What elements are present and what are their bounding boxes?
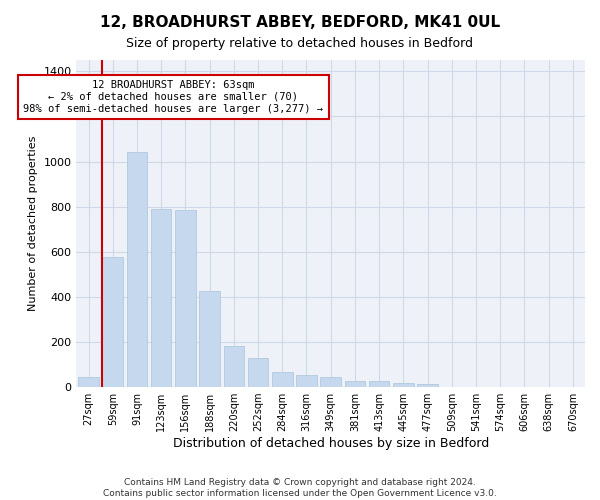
Bar — [393, 382, 413, 387]
Text: Contains HM Land Registry data © Crown copyright and database right 2024.
Contai: Contains HM Land Registry data © Crown c… — [103, 478, 497, 498]
X-axis label: Distribution of detached houses by size in Bedford: Distribution of detached houses by size … — [173, 437, 489, 450]
Bar — [103, 258, 123, 387]
Bar — [199, 291, 220, 387]
Bar — [127, 152, 147, 387]
Text: 12, BROADHURST ABBEY, BEDFORD, MK41 0UL: 12, BROADHURST ABBEY, BEDFORD, MK41 0UL — [100, 15, 500, 30]
Y-axis label: Number of detached properties: Number of detached properties — [28, 136, 38, 311]
Bar — [344, 381, 365, 387]
Bar — [369, 381, 389, 387]
Bar — [248, 358, 268, 387]
Bar — [175, 210, 196, 387]
Bar — [151, 209, 172, 387]
Bar — [78, 377, 99, 387]
Text: 12 BROADHURST ABBEY: 63sqm
← 2% of detached houses are smaller (70)
98% of semi-: 12 BROADHURST ABBEY: 63sqm ← 2% of detac… — [23, 80, 323, 114]
Bar — [272, 372, 293, 387]
Bar — [224, 346, 244, 387]
Bar — [296, 374, 317, 387]
Text: Size of property relative to detached houses in Bedford: Size of property relative to detached ho… — [127, 38, 473, 51]
Bar — [417, 384, 438, 387]
Bar — [320, 377, 341, 387]
